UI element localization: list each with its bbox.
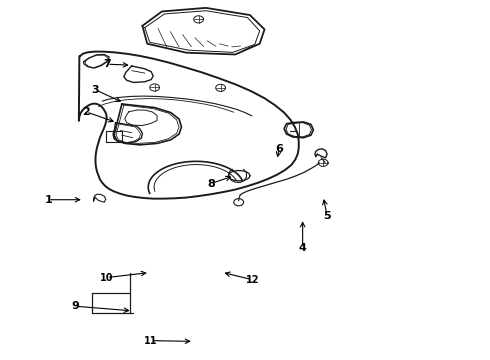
- Text: 4: 4: [299, 243, 307, 253]
- Text: 2: 2: [82, 107, 90, 117]
- Text: 11: 11: [145, 336, 158, 346]
- Text: 8: 8: [207, 179, 215, 189]
- Text: 9: 9: [72, 301, 79, 311]
- Text: 6: 6: [275, 144, 283, 154]
- Text: 7: 7: [103, 59, 111, 69]
- Text: 3: 3: [91, 85, 99, 95]
- Text: 1: 1: [44, 195, 52, 205]
- Text: 12: 12: [245, 275, 259, 285]
- Text: 5: 5: [323, 211, 331, 221]
- Text: 10: 10: [100, 273, 114, 283]
